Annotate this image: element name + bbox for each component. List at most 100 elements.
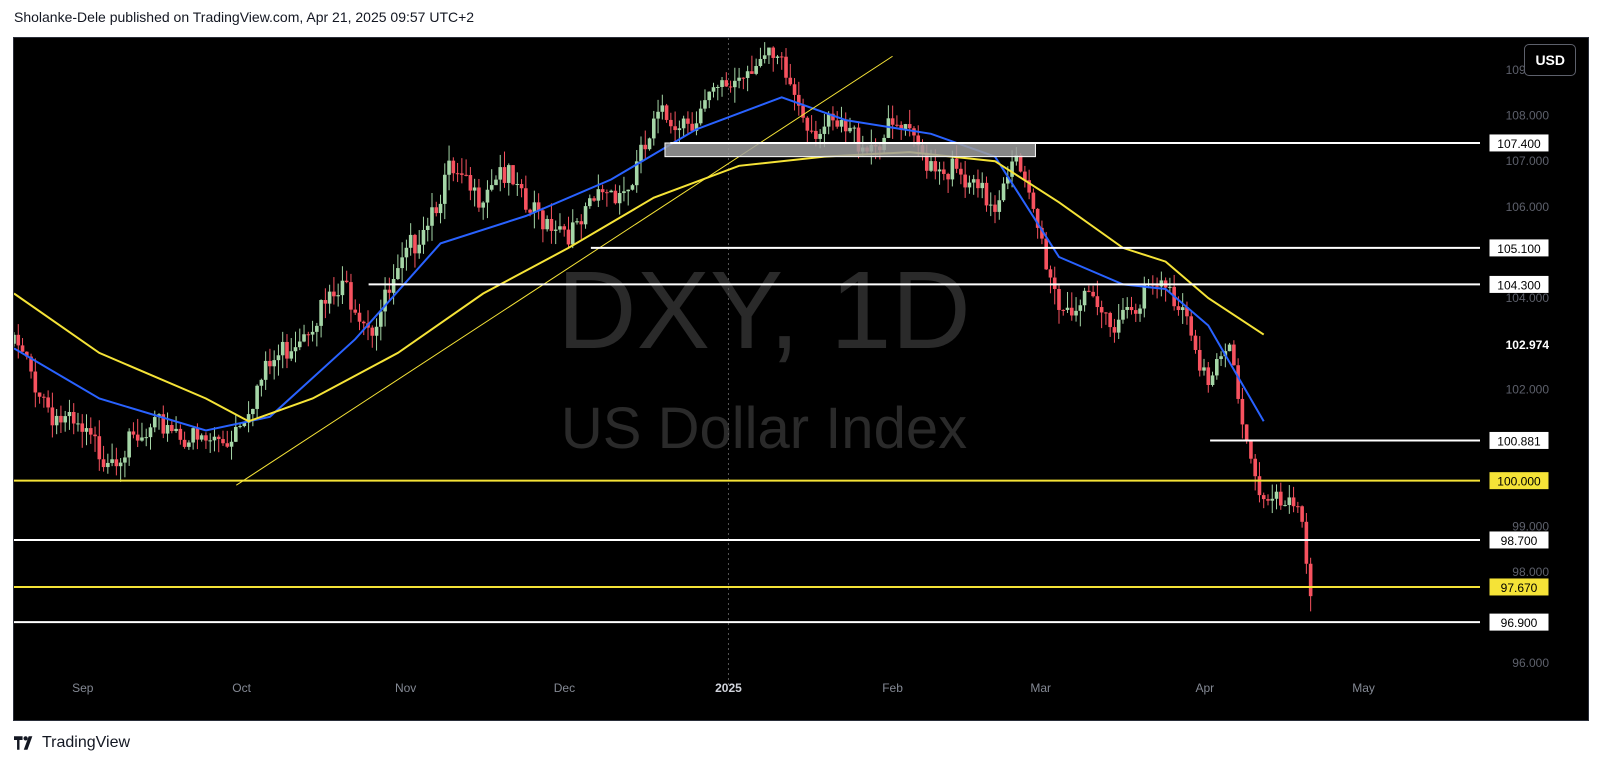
candle-body <box>80 423 85 432</box>
candle-body <box>814 130 818 139</box>
candle-body <box>114 459 119 467</box>
candle-body <box>238 426 242 428</box>
price-chart[interactable]: DXY, 1D US Dollar Index 107.400 105.100 104.… <box>14 38 1588 720</box>
level-price-label: 98.700 <box>1501 534 1538 548</box>
candle-body <box>1308 563 1313 597</box>
candle-body <box>1138 308 1142 314</box>
candle-body <box>1018 154 1023 172</box>
candle-body <box>54 415 59 426</box>
candle-body <box>152 417 157 428</box>
candle-body <box>1257 476 1262 496</box>
candle-body <box>1274 491 1279 499</box>
candle-body <box>233 427 238 442</box>
candle-body <box>1300 506 1304 522</box>
candle-body <box>1061 309 1066 311</box>
candle-body <box>242 422 247 427</box>
candle-body <box>818 133 822 139</box>
candle-body <box>323 300 328 304</box>
candle-body <box>340 280 345 296</box>
candle-body <box>1232 344 1236 366</box>
candle-body <box>1193 335 1198 350</box>
candle-body <box>988 204 993 206</box>
candle-body <box>404 247 409 258</box>
candle-body <box>76 423 80 425</box>
candle-body <box>1168 286 1172 288</box>
candle-body <box>1185 307 1189 317</box>
level-price-tag <box>1488 612 1550 632</box>
candle-body <box>246 414 251 423</box>
candle-body <box>954 158 959 169</box>
currency-button[interactable]: USD <box>1524 44 1576 76</box>
candle-body <box>468 175 473 191</box>
tradingview-logo-icon[interactable] <box>14 736 36 750</box>
candle-body <box>1129 306 1134 311</box>
candle-body <box>605 192 609 194</box>
candle-body <box>59 415 63 423</box>
candle-body <box>903 124 908 130</box>
candle-body <box>1197 349 1202 371</box>
candle-body <box>639 144 643 162</box>
candle-body <box>140 437 144 441</box>
candle-body <box>1291 497 1296 507</box>
candle-body <box>1040 227 1044 239</box>
candle-body <box>690 123 694 131</box>
candle-body <box>1287 497 1292 506</box>
candle-body <box>1125 306 1130 310</box>
candle-body <box>489 185 494 190</box>
y-axis-tick-label: 108.000 <box>1506 109 1550 123</box>
candle-body <box>916 135 921 146</box>
moving-average-yellow <box>14 151 1265 423</box>
footer: TradingView <box>14 734 130 752</box>
chart-panel[interactable]: DXY, 1D US Dollar Index 107.400 105.100 104.… <box>13 37 1589 721</box>
x-axis-tick-label: Mar <box>1030 681 1051 695</box>
x-axis-tick-label: Apr <box>1195 681 1214 695</box>
candle-body <box>315 325 319 332</box>
candle-body <box>251 408 255 415</box>
candle-body <box>1065 307 1070 310</box>
candle-body <box>327 291 332 304</box>
candle-body <box>626 189 630 192</box>
candle-body <box>84 428 89 432</box>
candle-body <box>1215 359 1219 376</box>
candle-body <box>967 182 972 188</box>
candle-body <box>310 331 315 335</box>
candle-body <box>216 436 221 440</box>
candle-body <box>822 126 827 134</box>
candle-body <box>1142 285 1147 309</box>
candle-body <box>937 169 942 172</box>
candle-body <box>1099 307 1104 313</box>
candle-body <box>622 191 626 194</box>
candle-body <box>698 108 703 124</box>
x-axis-tick-label: May <box>1352 681 1375 695</box>
candle-body <box>14 334 16 344</box>
candle-body <box>110 459 114 463</box>
candle-body <box>33 371 38 393</box>
candle-body <box>336 295 340 297</box>
candle-body <box>1014 154 1019 162</box>
candle-body <box>1155 285 1159 287</box>
candle-body <box>651 118 656 139</box>
candle-body <box>396 268 400 280</box>
candle-body <box>1027 180 1031 193</box>
candle-body <box>1270 498 1275 501</box>
candle-body <box>144 437 149 439</box>
candle-body <box>225 443 230 447</box>
x-axis-tick-label: Dec <box>554 681 575 695</box>
trendline <box>236 55 893 486</box>
candle-body <box>942 169 946 174</box>
candle-body <box>297 341 302 348</box>
candle-body <box>669 119 673 127</box>
candle-body <box>1253 458 1257 477</box>
candle-body <box>545 218 549 230</box>
candle-body <box>993 204 997 212</box>
candle-body <box>434 207 439 214</box>
candle-body <box>933 161 938 172</box>
candle-body <box>515 184 520 186</box>
candle-body <box>374 326 379 336</box>
candle-body <box>600 189 605 193</box>
candle-body <box>1283 505 1287 507</box>
candle-body <box>630 185 635 190</box>
candle-body <box>946 173 950 180</box>
candle-body <box>24 351 29 357</box>
candle-body <box>775 56 780 58</box>
